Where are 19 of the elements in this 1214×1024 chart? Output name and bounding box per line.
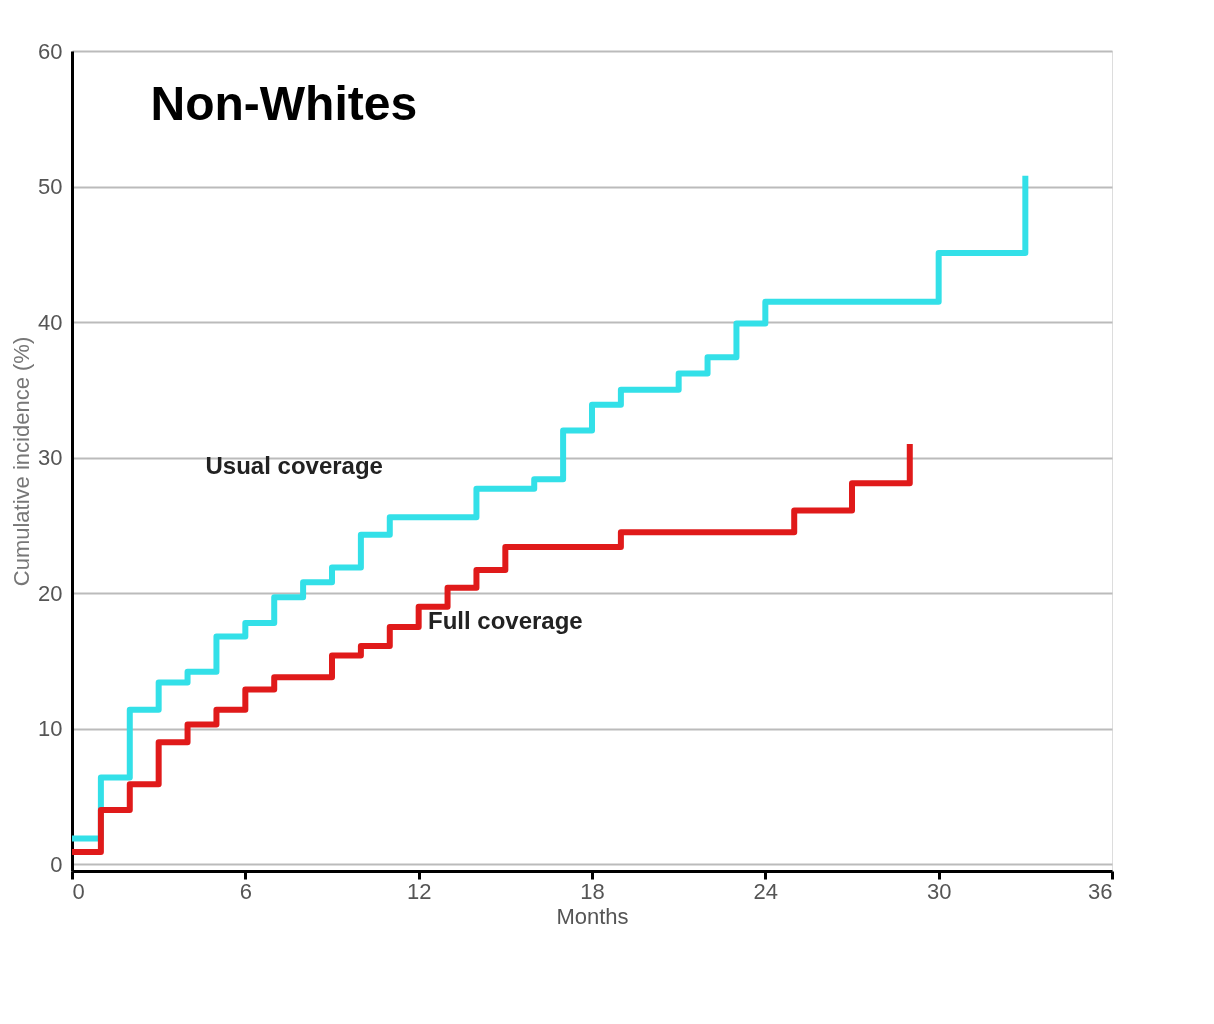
- y-tick-label: 20: [38, 580, 63, 606]
- y-axis-title: Cumulative incidence (%): [9, 336, 35, 587]
- x-axis-title: Months: [556, 903, 629, 929]
- x-tick-label: 24: [753, 878, 779, 904]
- x-tick-label: 6: [239, 878, 252, 904]
- y-tick-label: 40: [38, 309, 63, 335]
- series-label: Full coverage: [427, 607, 583, 635]
- x-tick-label: 36: [1088, 878, 1113, 904]
- x-tick-label: 30: [926, 878, 952, 904]
- y-tick-label: 30: [38, 445, 63, 471]
- x-tick-label: 0: [72, 878, 85, 904]
- x-tick-label: 18: [580, 878, 605, 904]
- y-tick-label: 10: [38, 716, 63, 742]
- y-tick-label: 50: [38, 174, 63, 200]
- series-label: Usual coverage: [205, 452, 383, 480]
- y-tick-label: 0: [50, 851, 63, 877]
- x-tick-label: 12: [406, 878, 432, 904]
- text: Non-Whites: [150, 77, 418, 130]
- y-tick-label: 60: [38, 38, 63, 64]
